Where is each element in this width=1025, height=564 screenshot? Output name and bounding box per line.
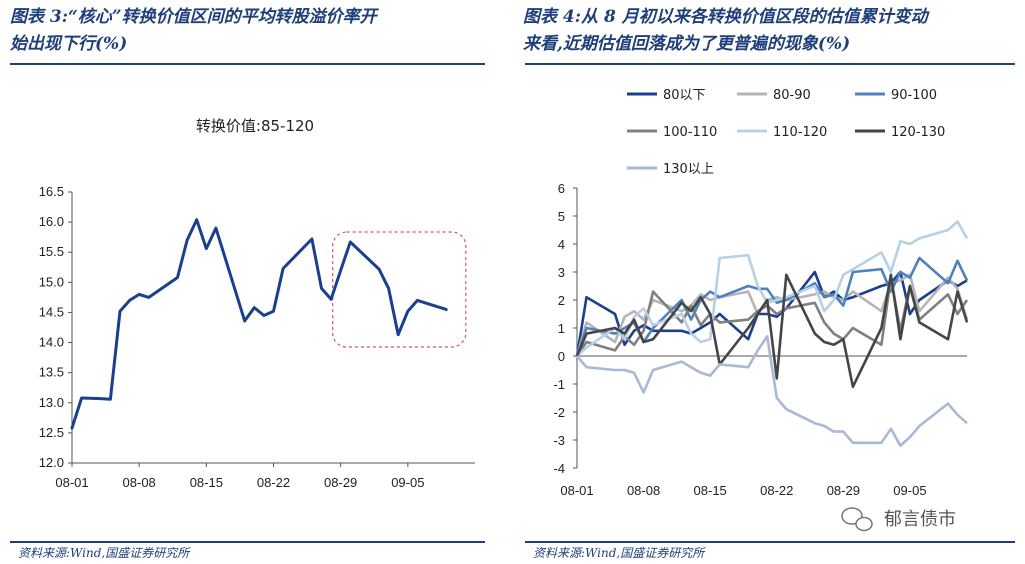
left-y-tick-label: 14.5 [39, 304, 64, 319]
left-y-tick-label: 13.5 [39, 365, 64, 380]
legend-label: 120-130 [891, 125, 945, 140]
right-source-rule [525, 541, 1015, 543]
left-x-tick-label: 08-08 [123, 475, 156, 490]
right-y-tick-label: 1 [558, 321, 565, 336]
right-x-tick-label: 08-22 [760, 483, 793, 498]
left-title-rule [10, 63, 485, 65]
legend-label: 80-90 [773, 88, 811, 103]
legend-label: 100-110 [663, 125, 717, 140]
right-y-tick-label: 5 [558, 209, 565, 224]
right-y-tick-label: 2 [558, 293, 565, 308]
right-y-tick-label: 4 [558, 237, 565, 252]
left-series-line [70, 218, 448, 430]
right-title-rule [525, 63, 1015, 65]
right-y-tick-label: -1 [553, 377, 565, 392]
right-y-tick-label: 3 [558, 265, 565, 280]
legend-label: 80以下 [663, 88, 706, 103]
left-figure-title: 图表 3:“核心”转换价值区间的平均转股溢价率开 始出现下行(%) [10, 7, 377, 54]
left-y-tick-label: 16.5 [39, 184, 64, 199]
right-y-tick-label: -2 [553, 405, 565, 420]
left-y-tick-label: 15.0 [39, 274, 64, 289]
right-figure-title: 图表 4:从 8 月初以来各转换价值区段的估值累计变动 来看,近期估值回落成为了… [523, 7, 928, 54]
legend-label: 130以上 [663, 162, 714, 177]
right-x-tick-label: 08-15 [694, 483, 727, 498]
left-y-tick-label: 13.0 [39, 395, 64, 410]
legend-label: 90-100 [891, 88, 937, 103]
right-x-tick-label: 08-01 [560, 483, 593, 498]
left-source-note: 资料来源:Wind,国盛证券研究所 [18, 546, 190, 560]
left-source-rule [10, 541, 485, 543]
right-series-line [575, 273, 969, 357]
right-y-tick-label: -4 [553, 461, 565, 476]
left-y-tick-label: 12.0 [39, 455, 64, 470]
right-series-line [576, 220, 969, 357]
right-y-tick-label: 0 [558, 349, 565, 364]
right-source-note: 资料来源:Wind,国盛证券研究所 [533, 546, 705, 560]
right-series-line [576, 335, 968, 447]
left-figure: 图表 3:“核心”转换价值区间的平均转股溢价率开 始出现下行(%) 12.0 12… [0, 0, 495, 564]
right-y-tick-label: 6 [558, 181, 565, 196]
left-y-tick-label: 14.0 [39, 335, 64, 350]
right-chart: -4 -3 -2 -1 0 1 2 3 4 5 6 08-01 08-08 08-15 08-22 08-29… [553, 88, 969, 498]
left-y-tick-label: 16.0 [39, 214, 64, 229]
left-y-tick-label: 12.5 [39, 425, 64, 440]
left-x-tick-label: 08-15 [190, 475, 223, 490]
left-x-tick-label: 08-29 [324, 475, 357, 490]
left-highlight-box [332, 231, 467, 348]
left-y-tick-label: 15.5 [39, 244, 64, 259]
right-y-tick-label: -3 [553, 433, 565, 448]
legend-label: 110-120 [773, 125, 827, 140]
right-x-tick-label: 09-05 [893, 483, 926, 498]
left-x-tick-label: 08-22 [257, 475, 290, 490]
left-x-tick-label: 09-05 [391, 475, 424, 490]
right-figure: 图表 4:从 8 月初以来各转换价值区段的估值累计变动 来看,近期估值回落成为了… [515, 0, 1025, 564]
right-x-tick-label: 08-29 [827, 483, 860, 498]
left-x-tick-label: 08-01 [55, 475, 88, 490]
right-x-tick-label: 08-08 [627, 483, 660, 498]
left-chart: 12.0 12.5 13.0 13.5 14.0 14.5 15.0 15.5 16.0 16.5… [39, 117, 475, 490]
left-chart-title: 转换价值:85-120 [196, 117, 314, 135]
right-series-line [575, 273, 969, 389]
